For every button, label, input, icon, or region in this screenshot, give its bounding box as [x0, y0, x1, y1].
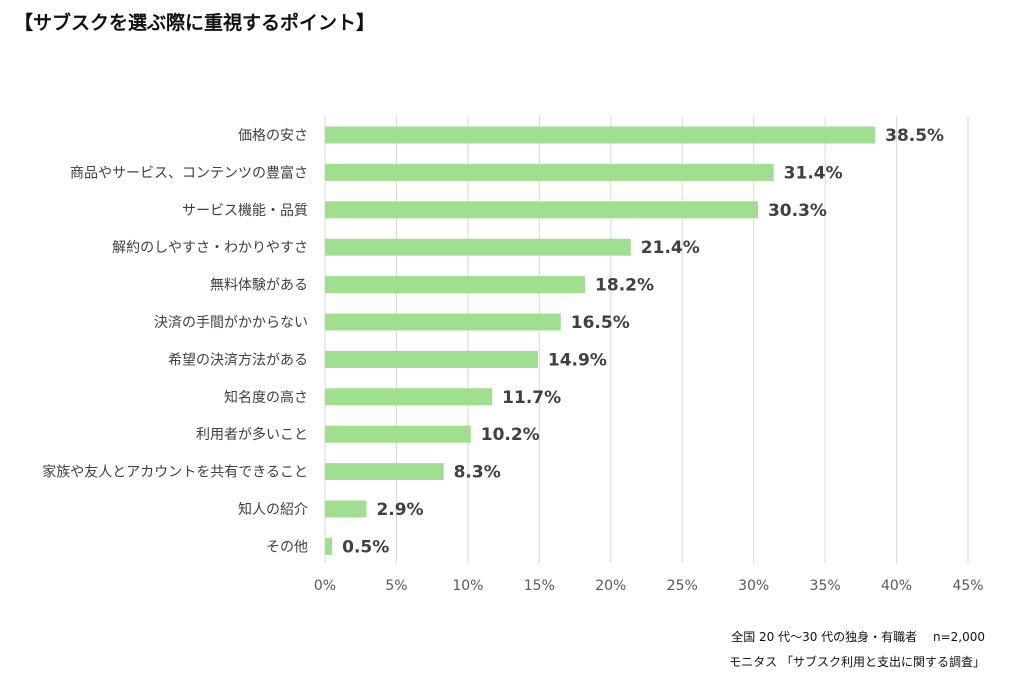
- bar: [325, 126, 876, 144]
- x-tick-label: 30%: [738, 578, 769, 594]
- x-tick-label: 5%: [385, 578, 407, 594]
- x-tick-label: 25%: [667, 578, 698, 594]
- data-label: 21.4%: [641, 238, 700, 258]
- data-label: 2.9%: [376, 500, 423, 520]
- category-label: 家族や友人とアカウントを共有できること: [42, 464, 308, 481]
- category-label: 解約のしやすさ・わかりやすさ: [112, 240, 308, 256]
- data-label: 11.7%: [502, 388, 561, 408]
- category-label: 決済の手間がかからない: [154, 315, 308, 331]
- category-label: 無料体験がある: [210, 278, 308, 294]
- bar: [325, 313, 561, 331]
- data-label: 16.5%: [571, 313, 630, 333]
- bar: [325, 201, 758, 219]
- x-tick-label: 35%: [810, 578, 841, 594]
- category-label: 希望の決済方法がある: [168, 352, 308, 368]
- x-tick-label: 10%: [452, 578, 483, 594]
- bar: [325, 238, 631, 256]
- bar: [325, 537, 333, 555]
- data-label: 18.2%: [595, 276, 654, 296]
- bar: [325, 350, 538, 368]
- category-label: 知名度の高さ: [224, 389, 308, 406]
- data-label: 8.3%: [454, 463, 501, 483]
- bar: [325, 500, 367, 518]
- category-label: サービス機能・品質: [182, 203, 308, 219]
- bar: [325, 388, 493, 406]
- category-label: 利用者が多いこと: [196, 426, 308, 443]
- category-label: 知人の紹介: [238, 501, 308, 518]
- x-tick-label: 15%: [524, 578, 555, 594]
- data-label: 10.2%: [481, 425, 540, 445]
- category-label: 商品やサービス、コンテンツの豊富さ: [70, 164, 308, 181]
- source-note-sample: 全国 20 代～30 代の独身・有職者 n=2,000: [731, 630, 985, 644]
- category-label: 価格の安さ: [238, 128, 308, 144]
- data-label: 30.3%: [768, 201, 827, 221]
- x-tick-label: 0%: [314, 578, 336, 594]
- category-label: その他: [266, 539, 308, 555]
- bar: [325, 425, 471, 443]
- source-note-survey: モニタス 「サブスク利用と支出に関する調査」: [729, 655, 985, 669]
- x-tick-label: 20%: [595, 578, 626, 594]
- bar: [325, 276, 586, 294]
- data-label: 14.9%: [548, 350, 607, 370]
- x-tick-label: 40%: [881, 578, 912, 594]
- chart-title: 【サブスクを選ぶ際に重視するポイント】: [14, 12, 376, 34]
- bar: [325, 463, 444, 481]
- data-label: 38.5%: [885, 126, 944, 146]
- data-label: 0.5%: [342, 537, 389, 557]
- x-tick-label: 45%: [952, 578, 983, 594]
- bar: [325, 163, 774, 181]
- data-label: 31.4%: [784, 163, 843, 183]
